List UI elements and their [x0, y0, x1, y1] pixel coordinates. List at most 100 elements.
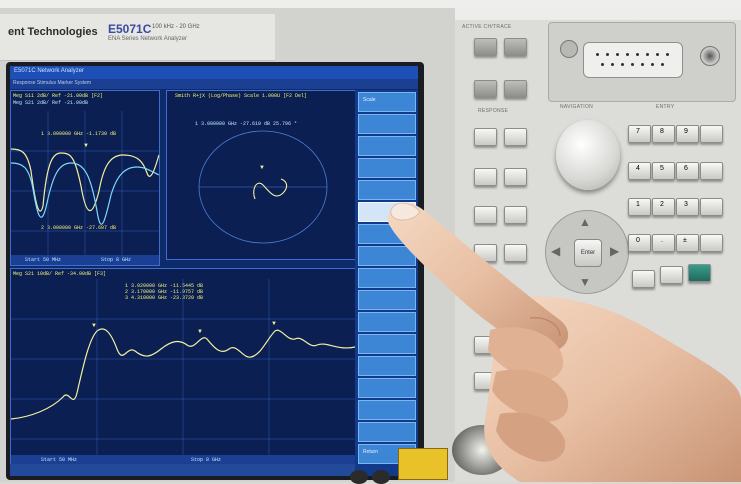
softkey-3[interactable]: [358, 136, 416, 156]
arrow-left-icon[interactable]: ◀: [551, 244, 561, 258]
softkey-10[interactable]: [358, 290, 416, 310]
trace-plot-s21: ▼ ▼ ▼: [11, 279, 355, 459]
keypad-9[interactable]: 9: [676, 125, 699, 143]
response-header: RESPONSE: [478, 108, 509, 114]
screw-icon: [372, 470, 390, 484]
cal-key[interactable]: [504, 244, 527, 262]
trace-window-smith[interactable]: Smith R+jX (Log/Phase) Scale 1.000U [F2 …: [166, 90, 356, 260]
marker-readout-2: 2 3.000000 GHz -27.607 dB: [41, 225, 117, 231]
arrow-up-icon[interactable]: ▲: [579, 215, 591, 229]
channel-prev-key[interactable]: [474, 38, 497, 56]
trace-window-s11[interactable]: Meg S11 2dB/ Ref -21.00dB [F2] Meg S21 2…: [10, 90, 160, 266]
display-menu-bar[interactable]: [10, 79, 418, 89]
svg-text:▼: ▼: [259, 165, 265, 171]
smith-chart: ▼: [198, 130, 328, 244]
active-ch-trace-header: ACTIVE CH/TRACE: [462, 24, 512, 30]
keypad-2-label: 2: [660, 201, 664, 208]
softkey-1-label: Scale: [363, 97, 376, 103]
brand-plate: [0, 14, 275, 61]
softkey-2[interactable]: [358, 114, 416, 134]
display-menu[interactable]: Response Stimulus Marker System: [13, 80, 92, 86]
keypad-3[interactable]: 3: [676, 198, 699, 216]
softkey-16[interactable]: [358, 422, 416, 442]
keypad-x1[interactable]: [700, 234, 723, 252]
keypad-0[interactable]: 0: [628, 234, 651, 252]
entry-header: ENTRY: [656, 104, 675, 110]
channel-next-key[interactable]: [504, 38, 527, 56]
s21-header: Meg S21 10dB/ Ref -34.00dB [F3]: [13, 271, 107, 277]
keypad-5-label: 5: [660, 165, 664, 172]
svg-text:▼: ▼: [91, 323, 97, 329]
softkey-9[interactable]: [358, 268, 416, 288]
navigation-pad[interactable]: Enter ▲ ▼ ◀ ▶: [545, 210, 629, 294]
keypad-k-m[interactable]: [700, 198, 723, 216]
keypad-2[interactable]: 2: [652, 198, 675, 216]
softkey-12[interactable]: [358, 334, 416, 354]
keypad-6-label: 6: [684, 165, 688, 172]
format-key[interactable]: [504, 168, 527, 186]
keypad-7-label: 7: [636, 128, 640, 135]
trace-prev-key[interactable]: [474, 80, 497, 98]
display-status-bar: [10, 464, 355, 476]
back-space-key[interactable]: [660, 266, 683, 284]
enter-key[interactable]: Enter: [574, 239, 602, 267]
keypad-4[interactable]: 4: [628, 162, 651, 180]
trace-next-key[interactable]: [504, 80, 527, 98]
port-icon: [700, 46, 720, 66]
softkey-4[interactable]: [358, 158, 416, 178]
warning-label: [398, 448, 448, 480]
smith-header: Smith R+jX (Log/Phase) Scale 1.000U [F2 …: [175, 93, 308, 99]
softkey-11[interactable]: [358, 312, 416, 332]
rotary-knob[interactable]: [556, 120, 620, 190]
keypad-4-label: 4: [636, 165, 640, 172]
display-title-bar: [10, 66, 418, 79]
softkey-14[interactable]: [358, 378, 416, 398]
trace-footer: [11, 255, 159, 265]
s21-marker-2: 2 3.170000 GHz -11.9757 dB: [125, 289, 204, 295]
trace-plot-s11: ▼: [11, 111, 159, 261]
keypad-g-n[interactable]: [700, 125, 723, 143]
keypad-dot-label: .: [661, 237, 663, 244]
instrument-description: ENA Series Network Analyzer: [108, 36, 188, 42]
trace-header: Meg S11 2dB/ Ref -21.00dB [F2]: [13, 93, 104, 99]
display-key[interactable]: [504, 206, 527, 224]
meas-key[interactable]: [474, 168, 497, 186]
model-number: E5071C: [108, 22, 152, 36]
softkey-15[interactable]: [358, 400, 416, 420]
softkey-5[interactable]: [358, 180, 416, 200]
keypad-1-label: 1: [636, 201, 640, 208]
keypad-3-label: 3: [684, 201, 688, 208]
s21-marker-3: 3 4.310000 GHz -23.3720 dB: [125, 295, 204, 301]
arrow-right-icon[interactable]: ▶: [610, 244, 620, 258]
keypad-9-label: 9: [684, 128, 688, 135]
screw-icon: [560, 40, 578, 58]
keypad-6[interactable]: 6: [676, 162, 699, 180]
svg-text:▼: ▼: [271, 321, 277, 327]
softkey-return-label: Return: [363, 449, 379, 455]
svg-text:▼: ▼: [197, 329, 203, 335]
keypad-8[interactable]: 8: [652, 125, 675, 143]
keypad-sign[interactable]: ±: [676, 234, 699, 252]
scale-key[interactable]: [474, 206, 497, 224]
keypad-m-u[interactable]: [700, 162, 723, 180]
keypad-1[interactable]: 1: [628, 198, 651, 216]
navigation-header: NAVIGATION: [560, 104, 594, 110]
trace-max-key[interactable]: [504, 128, 527, 146]
focus-key[interactable]: [688, 264, 711, 282]
keypad-dot[interactable]: .: [652, 234, 675, 252]
channel-max-key[interactable]: [474, 128, 497, 146]
analyzer-display[interactable]: E5071C Network Analyzer Response Stimulu…: [10, 66, 418, 476]
softkey-1[interactable]: Scale: [358, 92, 416, 112]
s21-stop-frequency: Stop 8 GHz: [191, 457, 222, 463]
softkey-13[interactable]: [358, 356, 416, 376]
keypad-5[interactable]: 5: [652, 162, 675, 180]
s21-start-frequency: Start 50 MHz: [41, 457, 78, 463]
stop-frequency: Stop 8 GHz: [101, 257, 132, 263]
keypad-7[interactable]: 7: [628, 125, 651, 143]
entry-off-key[interactable]: [632, 270, 655, 288]
arrow-down-icon[interactable]: ▼: [579, 275, 591, 289]
screw-icon: [350, 470, 368, 484]
trace-window-s21[interactable]: Meg S21 10dB/ Ref -34.00dB [F3] 1 3.0200…: [10, 268, 356, 466]
keypad-0-label: 0: [636, 237, 640, 244]
